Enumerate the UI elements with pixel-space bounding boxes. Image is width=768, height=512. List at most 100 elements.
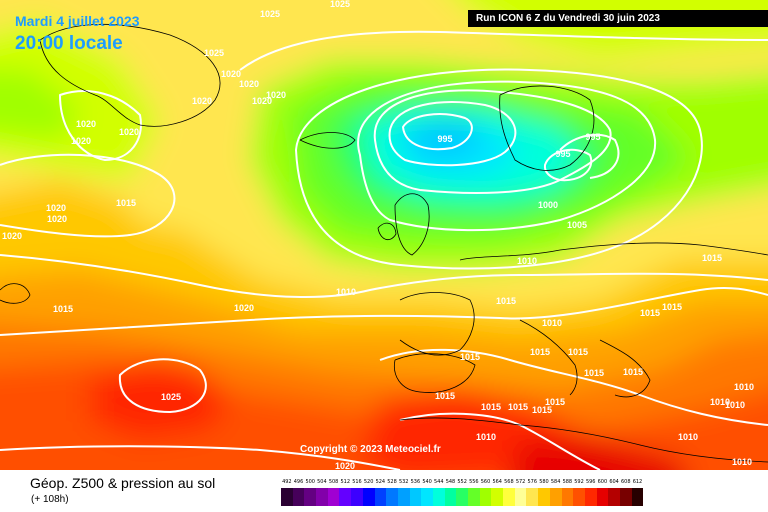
isobar-label: 1010 — [732, 457, 752, 467]
isobar-label: 1010 — [734, 382, 754, 392]
isobar-label: 1000 — [538, 200, 558, 210]
scale-swatch — [503, 488, 515, 506]
isobar-label: 1015 — [662, 302, 682, 312]
scale-swatch — [456, 488, 468, 506]
scale-label: 496 — [293, 479, 304, 485]
isobar-label: 1015 — [460, 352, 480, 362]
scale-label: 492 — [282, 479, 292, 485]
isobar-label: 1020 — [266, 90, 286, 100]
scale-swatch — [351, 488, 363, 506]
isobar-label: 1015 — [53, 304, 73, 314]
scale-label: 528 — [387, 479, 397, 485]
scale-swatch — [432, 488, 445, 506]
scale-label: 568 — [504, 479, 514, 485]
scale-label: 560 — [480, 479, 491, 485]
scale-swatch — [619, 488, 632, 506]
isobar-label: 1020 — [71, 136, 91, 146]
scale-label: 588 — [562, 479, 573, 485]
isobar-label: 1010 — [476, 432, 496, 442]
isobar-label: 1020 — [47, 214, 67, 224]
color-scale — [281, 488, 644, 506]
scale-label: 500 — [305, 479, 315, 485]
scale-swatch — [561, 488, 574, 506]
scale-label: 580 — [539, 479, 549, 485]
scale-swatch — [386, 488, 398, 506]
coastlines — [0, 23, 768, 463]
isobar-label: 1015 — [545, 397, 565, 407]
scale-label: 604 — [609, 479, 619, 485]
isobar-label: 1015 — [530, 347, 550, 357]
weather-map: 1025 1025 1025 1020 1020 1020 1020 1020 1020 1020… — [0, 0, 768, 470]
scale-swatch — [526, 488, 539, 506]
isobar-label: 1025 — [204, 48, 224, 58]
scale-swatch — [444, 488, 457, 506]
scale-label: 564 — [492, 479, 502, 485]
scale-label: 532 — [398, 479, 409, 485]
isobar-label: 1010 — [336, 287, 356, 297]
isobar-label: 1025 — [161, 392, 181, 402]
isobar-label: 1010 — [725, 400, 745, 410]
isobars — [0, 30, 768, 470]
isobar-label: 1010 — [710, 397, 730, 407]
scale-label: 548 — [445, 479, 456, 485]
isobar-label: 1020 — [239, 79, 259, 89]
isobar-label: 1015 — [568, 347, 588, 357]
isobar-label: 1015 — [640, 308, 660, 318]
scale-swatch — [339, 488, 352, 506]
scale-swatch — [549, 488, 562, 506]
isobar-label: 1015 — [702, 253, 722, 263]
scale-swatch — [304, 488, 317, 506]
isobar-label: 1015 — [623, 367, 643, 377]
scale-label: 520 — [363, 479, 374, 485]
scale-swatch — [281, 488, 293, 506]
isobar-label: 1015 — [508, 402, 528, 412]
scale-swatch — [538, 488, 550, 506]
isobar-label: 1020 — [192, 96, 212, 106]
forecast-time: 20:00 locale — [15, 33, 123, 54]
scale-label: 508 — [328, 479, 339, 485]
scale-label: 524 — [375, 479, 386, 485]
scale-swatch — [421, 488, 433, 506]
isobar-label: 995 — [585, 132, 600, 142]
scale-label: 512 — [340, 479, 351, 485]
isobar-label: 1020 — [221, 69, 241, 79]
isobar-label: 1010 — [542, 318, 562, 328]
legend-subtitle: (+ 108h) — [31, 494, 69, 505]
isobar-label: 1025 — [330, 0, 350, 9]
isobar-label: 1025 — [260, 9, 280, 19]
scale-label: 600 — [597, 479, 608, 485]
scale-swatch — [468, 488, 480, 506]
copyright-text: Copyright © 2023 Meteociel.fr — [300, 444, 441, 455]
scale-label: 544 — [434, 479, 444, 485]
isobar-label: 1015 — [496, 296, 516, 306]
scale-swatch — [596, 488, 609, 506]
scale-swatch — [584, 488, 597, 506]
isobar-label: 1020 — [234, 303, 254, 313]
isobar-label: 1015 — [584, 368, 604, 378]
isobar-label: 1010 — [678, 432, 698, 442]
isobar-label: 1015 — [532, 405, 552, 415]
isobar-label: 1020 — [252, 96, 272, 106]
isobar-label: 1015 — [116, 198, 136, 208]
scale-swatch — [362, 488, 375, 506]
scale-label: 608 — [621, 479, 631, 485]
scale-swatch — [631, 488, 644, 506]
scale-swatch — [292, 488, 305, 506]
scale-swatch — [374, 488, 387, 506]
scale-swatch — [397, 488, 410, 506]
isobar-label: 1020 — [335, 461, 355, 470]
isobar-label: 1020 — [2, 231, 22, 241]
scale-label: 536 — [410, 479, 421, 485]
isobar-label: 995 — [555, 149, 570, 159]
scale-label: 584 — [550, 479, 561, 485]
scale-swatch — [491, 488, 504, 506]
scale-label: 540 — [422, 479, 432, 485]
scale-label: 552 — [457, 479, 467, 485]
scale-swatch — [479, 488, 492, 506]
isobar-label: 995 — [437, 134, 452, 144]
forecast-date: Mardi 4 juillet 2023 — [15, 13, 140, 29]
scale-swatch — [514, 488, 527, 506]
scale-label: 556 — [469, 479, 479, 485]
